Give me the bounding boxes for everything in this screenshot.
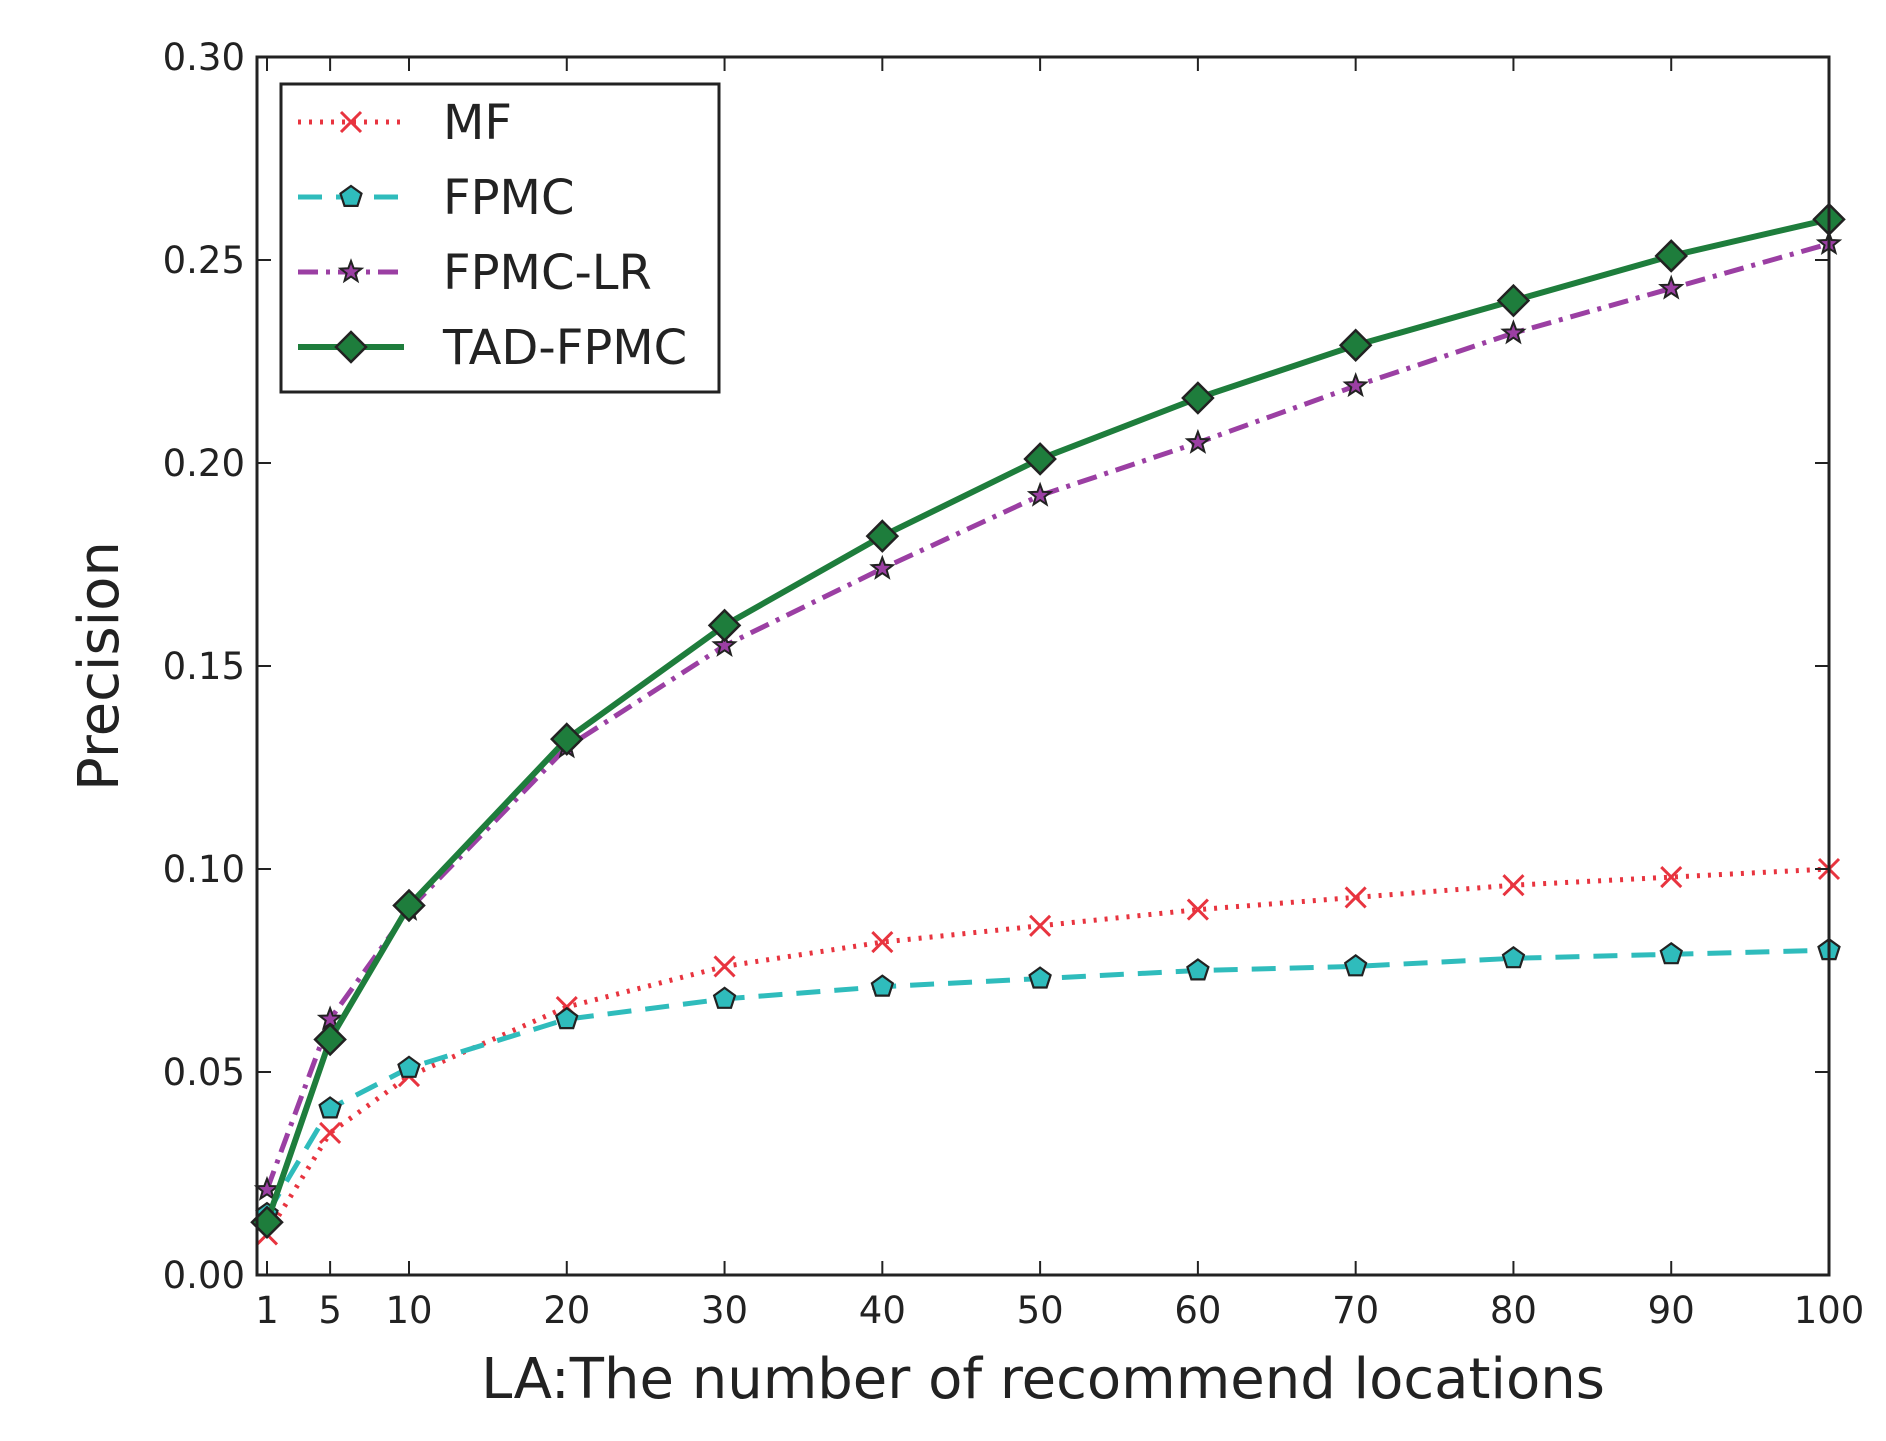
tick-labels: 1 5 10 20 30 40 50 60 70 80 90 100 0.00 0.05 0.10 0.15 0… [163, 36, 1865, 1332]
y-tick-label: 0.05 [163, 1051, 245, 1094]
legend-marker-fpmc-lr [337, 258, 365, 284]
y-tick-label: 0.20 [163, 442, 245, 485]
x-axis-title: LA:The number of recommend locations [481, 1347, 1605, 1412]
data-point-tad-fpmc [1181, 381, 1215, 415]
data-point-fpmc-lr [1342, 372, 1369, 398]
data-point-mf [1660, 866, 1683, 889]
data-point-fpmc-lr [711, 631, 738, 657]
x-tick-label: 10 [385, 1289, 432, 1332]
data-point-tad-fpmc [707, 608, 742, 643]
data-point-mf [1502, 874, 1525, 897]
x-tick-label: 1 [255, 1289, 279, 1332]
data-point-tad-fpmc [1654, 239, 1688, 273]
y-tick-label: 0.25 [163, 239, 245, 282]
series-line-fpmc [264, 947, 1830, 1216]
data-point-fpmc-lr [1658, 274, 1685, 300]
y-tick-label: 0.30 [163, 36, 245, 79]
data-point-fpmc [1659, 941, 1683, 965]
x-tick-label: 90 [1648, 1289, 1695, 1332]
x-tick-label: 100 [1794, 1289, 1865, 1332]
data-point-fpmc [397, 1055, 421, 1078]
legend-label-fpmc: FPMC [443, 170, 574, 226]
legend-label-mf: MF [443, 95, 512, 151]
legend-label-tad-fpmc: TAD-FPMC [442, 320, 687, 376]
data-point-fpmc [555, 1006, 579, 1030]
data-point-fpmc [1028, 966, 1052, 989]
x-tick-label: 80 [1490, 1289, 1537, 1332]
data-point-fpmc-lr [869, 554, 896, 580]
x-tick-label: 30 [701, 1289, 748, 1332]
x-tick-label: 70 [1332, 1289, 1379, 1332]
legend-marker-fpmc [339, 184, 363, 207]
data-point-fpmc-lr [1026, 481, 1054, 507]
legend-marker-mf [339, 110, 363, 134]
data-point-tad-fpmc [392, 888, 426, 923]
data-point-fpmc [1501, 945, 1526, 969]
data-point-fpmc [1343, 954, 1368, 977]
data-point-fpmc [318, 1096, 342, 1119]
data-point-fpmc [870, 974, 895, 997]
data-point-fpmc-lr [1184, 428, 1212, 454]
data-point-tad-fpmc [550, 722, 584, 756]
x-tick-label: 20 [543, 1289, 590, 1332]
y-tick-label: 0.15 [163, 645, 245, 688]
legend: MF FPMC FPMC-LR TAD-FPMC [279, 82, 721, 394]
data-point-mf [871, 931, 894, 954]
x-tick-label: 5 [318, 1289, 342, 1332]
y-tick-label: 0.10 [163, 848, 245, 891]
data-point-mf [713, 955, 736, 978]
data-point-tad-fpmc [865, 519, 900, 553]
axis-ticks [257, 56, 1830, 1276]
series-line-mf [264, 866, 1830, 1236]
data-point-fpmc [712, 986, 737, 1009]
series-line-tad-fpmc [264, 216, 1830, 1224]
data-point-tad-fpmc [1338, 328, 1373, 363]
y-tick-label: 0.00 [163, 1254, 245, 1297]
data-point-tad-fpmc [313, 1022, 347, 1057]
data-point-tad-fpmc [1023, 442, 1057, 476]
data-point-mf [1029, 914, 1052, 937]
data-point-mf [1344, 886, 1367, 909]
legend-items: MF FPMC FPMC-LR TAD-FPMC [298, 95, 687, 376]
x-tick-label: 50 [1017, 1289, 1064, 1332]
x-tick-label: 60 [1174, 1289, 1221, 1332]
data-point-fpmc [1186, 958, 1210, 981]
legend-marker-tad-fpmc [334, 330, 368, 364]
data-point-fpmc-lr [253, 1175, 281, 1201]
data-point-mf [1186, 898, 1209, 921]
data-point-mf [319, 1121, 342, 1144]
data-point-tad-fpmc [1496, 283, 1531, 318]
data-point-fpmc-lr [1500, 319, 1527, 345]
y-axis-title: Precision [67, 541, 132, 791]
x-tick-label: 40 [859, 1289, 906, 1332]
legend-label-fpmc-lr: FPMC-LR [443, 245, 652, 301]
